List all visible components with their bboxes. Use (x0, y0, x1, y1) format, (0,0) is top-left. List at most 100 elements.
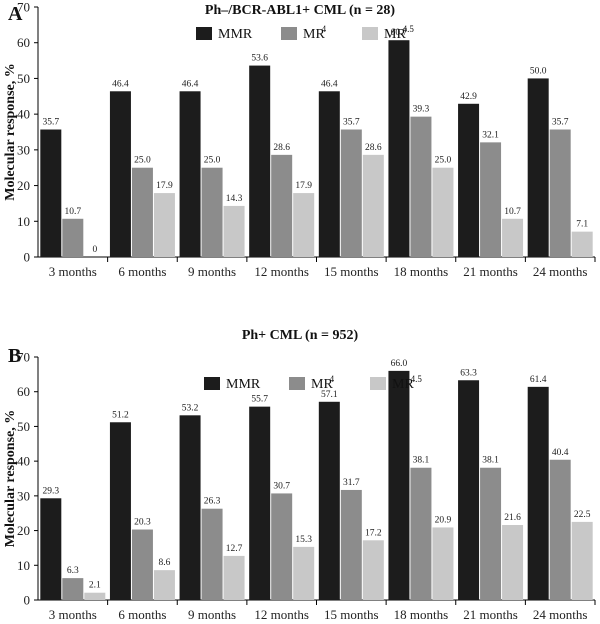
data-label: 35.7 (43, 118, 60, 128)
data-label: 14.3 (226, 194, 243, 204)
x-tick-label: 18 months (394, 264, 449, 279)
bar-a-series1 (201, 167, 223, 257)
data-label: 32.1 (482, 130, 499, 140)
x-tick-label: 15 months (324, 607, 379, 622)
y-tick-label: 70 (17, 350, 30, 365)
legend-swatch (289, 377, 305, 390)
bar-a-series1 (340, 129, 362, 257)
data-label: 46.4 (182, 79, 199, 89)
y-tick-label: 30 (17, 142, 30, 157)
y-tick-label: 60 (17, 35, 30, 50)
bar-b-series2 (293, 546, 315, 600)
legend-swatch (204, 377, 220, 390)
bar-b-series1 (131, 529, 153, 600)
legend-swatch (370, 377, 386, 390)
legend-superscript: 4.5 (411, 374, 423, 384)
data-label: 46.4 (112, 79, 129, 89)
bar-b-series2 (223, 555, 245, 600)
bar-b-series0 (179, 415, 201, 600)
x-tick-label: 24 months (533, 264, 588, 279)
data-label: 57.1 (321, 390, 338, 400)
data-label: 29.3 (43, 486, 60, 496)
data-label: 25.0 (134, 156, 151, 166)
legend-superscript: 4.5 (403, 24, 415, 34)
y-tick-label: 0 (24, 250, 31, 265)
panel-label: B (8, 345, 21, 367)
bar-b-series2 (84, 592, 106, 600)
y-tick-label: 40 (17, 454, 30, 469)
bar-b-series2 (153, 570, 175, 600)
bar-a-series0 (527, 78, 549, 257)
chart-panel-B: B Ph+ CML (n = 952) Molecular response, % 0… (3, 328, 596, 622)
y-tick-label: 20 (17, 178, 30, 193)
y-tick-label: 10 (17, 214, 30, 229)
data-label: 50.0 (530, 66, 547, 76)
legend-superscript: 4 (330, 374, 335, 384)
data-label: 60.7 (391, 28, 408, 38)
legend-superscript: 4 (322, 24, 327, 34)
legend-label: MMR (226, 377, 261, 392)
y-axis-label: Molecular response, % (3, 410, 18, 548)
data-label: 66.0 (391, 359, 408, 369)
chart-title: Ph+ CML (n = 952) (242, 328, 359, 343)
bar-b-series2 (571, 521, 593, 600)
y-axis-label: Molecular response, % (3, 63, 18, 201)
data-label: 39.3 (413, 105, 430, 115)
legend-label: MR (392, 377, 414, 392)
y-tick-label: 50 (17, 71, 30, 86)
x-tick-label: 3 months (49, 607, 97, 622)
legend-label: MR (384, 27, 406, 42)
chart-panel-A: A Ph–/BCR-ABL1+ CML (n = 28) Molecular res… (3, 0, 596, 279)
bar-b-series1 (62, 578, 84, 600)
bar-b-series1 (271, 493, 293, 600)
bar-a-series1 (549, 129, 571, 257)
bar-a-series0 (388, 40, 410, 257)
bar-a-series1 (131, 167, 153, 257)
bar-a-series0 (109, 91, 131, 258)
x-tick-label: 6 months (118, 264, 166, 279)
x-tick-label: 9 months (188, 264, 236, 279)
legend-swatch (362, 27, 378, 40)
data-label: 46.4 (321, 79, 338, 89)
bar-a-series2 (362, 154, 384, 257)
y-tick-label: 20 (17, 523, 30, 538)
bar-a-series0 (179, 91, 201, 258)
legend-label: MR (303, 27, 325, 42)
x-tick-label: 21 months (463, 607, 518, 622)
bar-a-series2 (432, 167, 454, 257)
bar-b-series1 (480, 467, 502, 600)
bar-b-series0 (388, 370, 410, 600)
data-label: 38.1 (413, 456, 430, 466)
bar-b-series2 (432, 527, 454, 600)
chart-title: Ph–/BCR-ABL1+ CML (n = 28) (205, 3, 396, 18)
y-tick-label: 60 (17, 384, 30, 399)
bar-a-series0 (458, 103, 480, 258)
y-tick-label: 40 (17, 107, 30, 122)
data-label: 20.9 (435, 515, 452, 525)
legend-label: MMR (218, 27, 253, 42)
y-tick-label: 70 (17, 0, 30, 15)
data-label: 30.7 (273, 481, 290, 491)
bar-b-series0 (109, 422, 131, 600)
data-label: 25.0 (435, 156, 452, 166)
x-tick-label: 12 months (254, 264, 309, 279)
x-tick-label: 18 months (394, 607, 449, 622)
y-tick-label: 50 (17, 419, 30, 434)
data-label: 51.2 (112, 410, 129, 420)
data-label: 0 (92, 245, 97, 255)
data-label: 26.3 (204, 497, 221, 507)
x-tick-label: 15 months (324, 264, 379, 279)
x-tick-label: 3 months (49, 264, 97, 279)
y-tick-label: 0 (24, 593, 31, 608)
data-label: 20.3 (134, 518, 151, 528)
data-label: 35.7 (552, 118, 569, 128)
bar-a-series2 (571, 231, 593, 257)
bar-b-series0 (458, 380, 480, 600)
data-label: 38.1 (482, 456, 499, 466)
data-label: 12.7 (226, 544, 243, 554)
bar-a-series1 (62, 218, 84, 257)
data-label: 17.9 (295, 181, 312, 191)
data-label: 55.7 (251, 395, 268, 405)
legend-label: MR (311, 377, 333, 392)
